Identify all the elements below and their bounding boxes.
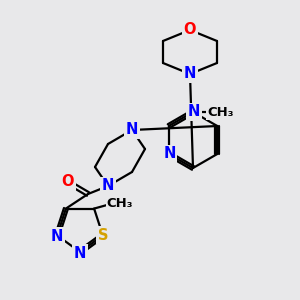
Text: N: N	[74, 245, 86, 260]
Text: O: O	[62, 175, 74, 190]
Text: N: N	[164, 146, 176, 161]
Text: N: N	[188, 104, 200, 119]
Text: O: O	[184, 22, 196, 38]
Text: N: N	[184, 67, 196, 82]
Text: CH₃: CH₃	[107, 197, 134, 210]
Text: CH₃: CH₃	[208, 106, 234, 118]
Text: N: N	[126, 122, 138, 137]
Text: N: N	[102, 178, 114, 194]
Text: S: S	[98, 228, 108, 243]
Text: N: N	[51, 229, 63, 244]
